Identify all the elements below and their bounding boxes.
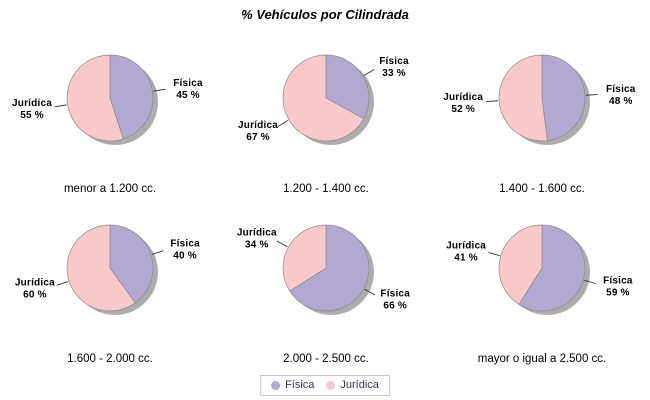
pie-slice — [109, 54, 154, 140]
slice-name-label: Física — [380, 288, 410, 299]
pie-slice — [325, 54, 370, 120]
slice-name-label: Jurídica — [237, 228, 277, 239]
slice-value-label: 33 % — [382, 68, 406, 79]
slice-name-label: Jurídica — [12, 98, 52, 109]
fisica-color-dot-icon — [271, 380, 281, 390]
pie-chart-cell: Física 48 % Jurídica 52 % 1.400 - 1.600 cc. — [434, 36, 650, 206]
slice-value-label: 66 % — [383, 300, 407, 311]
label-leader-line — [151, 250, 164, 255]
label-leader-line — [363, 69, 375, 76]
label-leader-line — [364, 288, 376, 296]
label-leader-line — [486, 100, 499, 102]
pie-slice — [541, 54, 586, 142]
slice-value-label: 52 % — [451, 104, 475, 115]
slice-name-label: Física — [170, 239, 200, 250]
page-title: % Vehículos por Cilindrada — [241, 7, 409, 22]
pie-slice — [109, 224, 154, 304]
label-leader-line — [585, 94, 598, 96]
pie-category-label: menor a 1.200 cc. — [63, 183, 157, 195]
pie-slice — [66, 224, 136, 312]
label-leader-line — [276, 240, 288, 248]
slice-name-label: Jurídica — [443, 92, 483, 103]
pie-chart-cell: Física 45 % Jurídica 55 % menor a 1.200 cc. — [2, 36, 218, 206]
slice-name-label: Jurídica — [238, 120, 278, 131]
slice-name-label: Física — [173, 78, 203, 89]
pie-slice — [282, 54, 365, 142]
label-leader-line — [54, 104, 67, 108]
slice-name-label: Jurídica — [446, 240, 486, 251]
slice-value-label: 59 % — [606, 288, 630, 299]
slice-value-label: 60 % — [23, 290, 47, 301]
pie-grid: Física 45 % Jurídica 55 % menor a 1.200 cc. F… — [2, 36, 650, 376]
legend-label-fisica: Física — [285, 379, 315, 391]
pie-category-label: 1.400 - 1.600 cc. — [499, 183, 585, 195]
chart-legend: Física Jurídica — [260, 375, 390, 396]
pie-category-label: 2.000 - 2.500 cc. — [283, 353, 369, 365]
label-leader-line — [277, 120, 289, 127]
pie-chart-cell: Física 66 % Jurídica 34 % 2.000 - 2.500 cc. — [218, 206, 434, 376]
pie-slice — [518, 224, 586, 312]
pie-chart-cell: Física 59 % Jurídica 41 % mayor o igual a 2.… — [434, 206, 650, 376]
slice-name-label: Física — [606, 84, 636, 95]
slice-value-label: 55 % — [20, 110, 44, 121]
pie-chart-cell: Física 33 % Jurídica 67 % 1.200 - 1.400 cc. — [218, 36, 434, 206]
legend-label-juridica: Jurídica — [340, 379, 379, 391]
juridica-color-dot-icon — [326, 380, 336, 390]
label-leader-line — [153, 88, 166, 92]
legend-item-juridica: Jurídica — [326, 379, 379, 391]
pie-category-label: 1.200 - 1.400 cc. — [283, 183, 369, 195]
pie-category-label: mayor o igual a 2.500 cc. — [477, 353, 607, 365]
slice-value-label: 45 % — [176, 90, 200, 101]
pie-slice — [498, 224, 543, 305]
slice-name-label: Física — [379, 56, 409, 67]
slice-value-label: 34 % — [245, 240, 269, 251]
pie-slice — [289, 224, 370, 312]
label-leader-line — [56, 281, 69, 286]
slice-name-label: Física — [603, 276, 633, 287]
pie-slice — [498, 54, 548, 142]
slice-value-label: 48 % — [609, 96, 633, 107]
pie-slice — [66, 54, 124, 142]
pie-chart-cell: Física 40 % Jurídica 60 % 1.600 - 2.000 cc. — [2, 206, 218, 376]
label-leader-line — [488, 251, 500, 257]
legend-item-fisica: Física — [271, 379, 314, 391]
slice-value-label: 41 % — [454, 252, 478, 263]
slice-name-label: Jurídica — [15, 278, 55, 289]
pie-category-label: 1.600 - 2.000 cc. — [67, 353, 153, 365]
label-leader-line — [584, 279, 596, 285]
pie-slice — [282, 224, 327, 292]
slice-value-label: 40 % — [173, 251, 197, 262]
slice-value-label: 67 % — [246, 132, 270, 143]
